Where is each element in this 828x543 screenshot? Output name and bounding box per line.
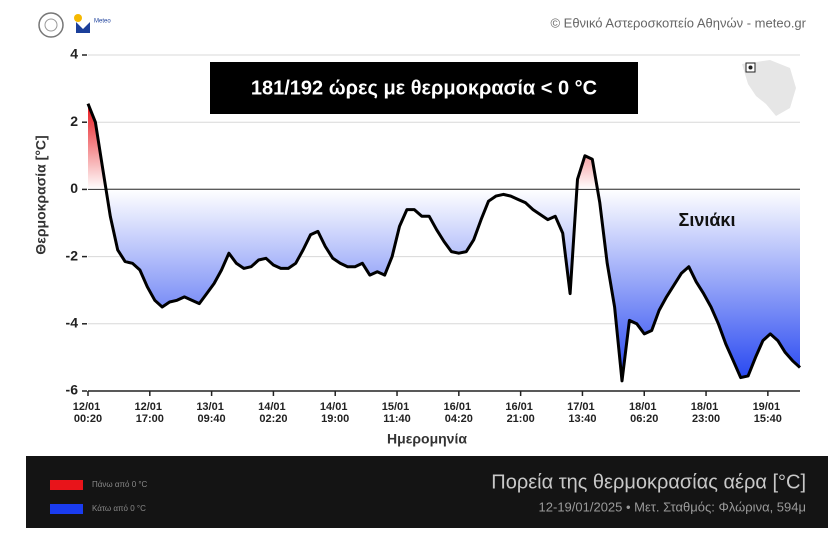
x-tick-label: 14/01 19:00 <box>320 401 351 425</box>
legend-swatch <box>50 480 83 490</box>
y-tick-label: 0 <box>70 180 78 196</box>
logo-sun <box>74 14 82 22</box>
logo-mark <box>76 22 90 33</box>
legend-label: Πάνω από 0 °C <box>92 480 148 489</box>
logos: Meteo <box>38 12 111 38</box>
footer <box>26 456 828 528</box>
temperature-line <box>86 103 802 383</box>
x-tick-label: 13/01 09:40 <box>196 401 227 425</box>
x-tick-label: 12/01 17:00 <box>135 401 166 425</box>
x-tick-label: 17/01 13:40 <box>567 401 598 425</box>
mini-map <box>742 60 796 116</box>
credit: © Εθνικό Αστεροσκοπείο Αθηνών - meteo.gr <box>550 15 806 30</box>
y-tick-label: 4 <box>70 46 78 62</box>
area-fill <box>88 103 800 381</box>
x-tick-label: 14/01 02:20 <box>258 401 289 425</box>
y-tick-label: 2 <box>70 113 78 129</box>
station-label: Σινιάκι <box>679 210 736 230</box>
y-tick-label: -4 <box>66 315 79 331</box>
y-axis-label: Θερμοκρασία [°C] <box>33 135 49 254</box>
x-axis-label: Ημερομηνία <box>387 431 467 447</box>
legend-label: Κάτω από 0 °C <box>92 504 146 513</box>
y-tick-label: -6 <box>66 382 79 398</box>
emblem-inner <box>44 18 58 32</box>
map-station <box>748 65 753 70</box>
emblem <box>38 12 64 38</box>
map-shape <box>742 60 796 116</box>
annotation: 181/192 ώρες με θερμοκρασία < 0 °C <box>251 77 597 99</box>
legend: Πάνω από 0 °C Κάτω από 0 °C <box>50 480 148 514</box>
legend-swatch <box>50 504 83 514</box>
x-tick-label: 15/01 11:40 <box>382 401 413 425</box>
x-tick-label: 16/01 04:20 <box>444 401 475 425</box>
footer-subtitle: 12-19/01/2025 • Μετ. Σταθμός: Φλώρινα, 5… <box>539 499 806 514</box>
x-tick-label: 16/01 21:00 <box>505 401 536 425</box>
plot-area: -6 -4 -2 0 2 4 12/01 00:20 12/01 17:00 13/01 09:… <box>66 46 802 425</box>
footer-title: Πορεία της θερμοκρασίας αέρα [°C] <box>491 471 806 493</box>
logo-text: Meteo <box>94 19 111 25</box>
annotation-box <box>210 62 638 114</box>
x-tick-label: 12/01 00:20 <box>73 401 104 425</box>
y-tick-label: -2 <box>66 247 79 263</box>
x-tick-label: 19/01 15:40 <box>753 401 784 425</box>
x-tick-label: 18/01 23:00 <box>691 401 722 425</box>
x-tick-label: 18/01 06:20 <box>629 401 660 425</box>
